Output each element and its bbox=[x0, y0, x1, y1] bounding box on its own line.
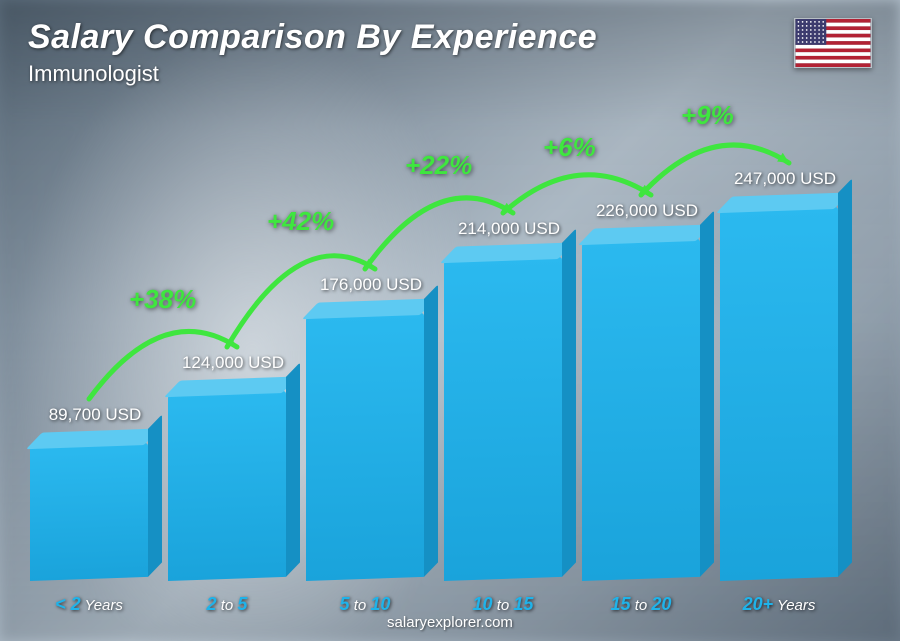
x-axis-label: 2 to 5 bbox=[168, 594, 286, 615]
page-title: Salary Comparison By Experience bbox=[28, 18, 597, 57]
x-axis-label: 20+ Years bbox=[720, 594, 838, 615]
x-axis-label: < 2 Years bbox=[30, 594, 148, 615]
x-axis-label: 15 to 20 bbox=[582, 594, 700, 615]
increment-badge: +9% bbox=[681, 100, 734, 131]
bar-chart: < 2 Years89,700 USD2 to 5124,000 USD5 to… bbox=[30, 81, 850, 581]
footer-attribution: salaryexplorer.com bbox=[0, 614, 900, 631]
x-axis-label: 10 to 15 bbox=[444, 594, 562, 615]
increment-arrow bbox=[30, 61, 870, 581]
x-axis-label: 5 to 10 bbox=[306, 594, 424, 615]
